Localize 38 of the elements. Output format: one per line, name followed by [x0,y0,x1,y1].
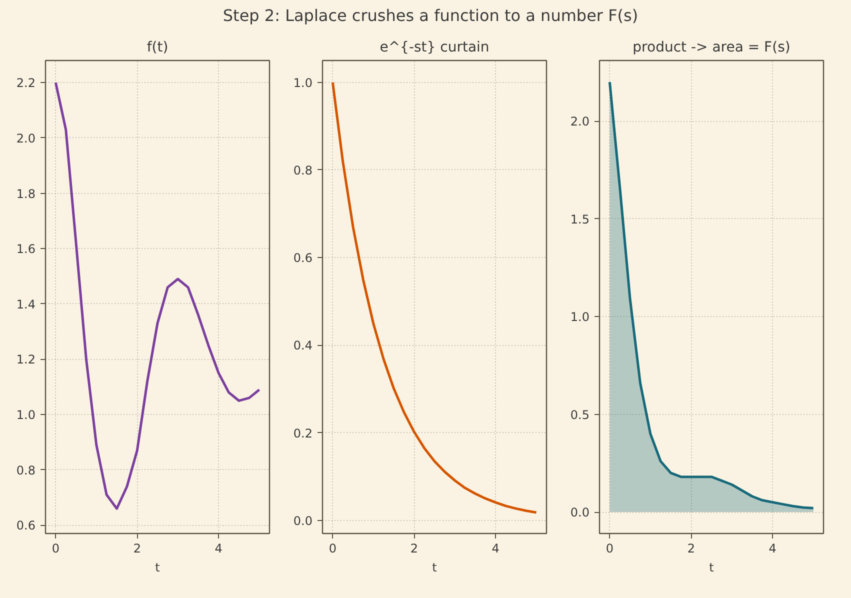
y-tick-label: 1.0 [293,76,313,90]
y-tick-label: 0.0 [570,506,590,520]
y-tick-label: 0.2 [293,426,313,440]
line-series [331,81,538,514]
y-tick-label: 0.0 [293,514,313,528]
x-axis-title: t [155,560,160,574]
y-tick-label: 2.2 [16,76,36,90]
y-tick-label: 2.0 [16,131,36,146]
y-tick-label: 0.8 [293,163,313,178]
x-axis-title: t [432,560,438,574]
y-tick-label: 0.5 [570,408,590,422]
y-tick-label: 1.0 [16,408,36,422]
x-axis-title: t [709,560,714,574]
y-tick-label: 0.8 [16,463,36,478]
x-tick-label: 4 [492,542,500,556]
y-tick-label: 0.6 [293,251,313,266]
y-tick-label: 1.2 [16,352,36,367]
line-series [54,81,261,510]
x-tick-label: 2 [687,542,695,556]
x-tick-label: 0 [606,542,614,556]
y-tick-label: 1.6 [16,242,36,256]
y-tick-label: 1.4 [16,297,36,312]
x-tick-label: 0 [52,542,60,556]
chart-title: product -> area = F(s) [632,40,790,56]
y-tick-label: 0.6 [16,518,36,533]
y-tick-label: 1.5 [570,212,590,226]
x-tick-label: 0 [328,542,337,556]
y-tick-label: 2.0 [570,114,590,129]
y-tick-label: 0.4 [293,338,313,353]
x-tick-label: 4 [768,542,776,556]
y-tick-label: 1.0 [570,310,590,324]
chart-title: e^{-st} curtain [380,40,490,56]
chart-title: f(t) [146,40,168,56]
x-tick-label: 2 [410,542,418,556]
y-tick-label: 1.8 [16,186,36,201]
text: Step 2: Laplace crushes a function to a number F(s) [222,5,638,27]
x-tick-label: 2 [133,542,141,556]
x-tick-label: 4 [214,542,222,556]
